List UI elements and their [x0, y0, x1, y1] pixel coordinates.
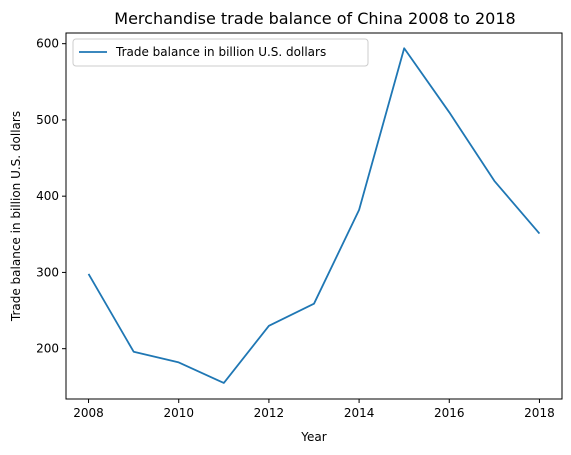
x-tick-label: 2008 — [73, 406, 104, 420]
x-axis-label: Year — [300, 430, 326, 444]
y-axis-label: Trade balance in billion U.S. dollars — [9, 111, 23, 322]
legend-label: Trade balance in billion U.S. dollars — [115, 45, 326, 59]
x-tick-label: 2014 — [344, 406, 375, 420]
y-tick-label: 400 — [36, 189, 59, 203]
series-layer — [87, 47, 541, 384]
series-line-0 — [87, 47, 541, 384]
chart-title: Merchandise trade balance of China 2008 … — [114, 9, 515, 28]
x-tick-label: 2016 — [434, 406, 465, 420]
y-tick-label: 300 — [36, 265, 59, 279]
x-tick-label: 2012 — [254, 406, 285, 420]
plot-area-frame — [65, 32, 563, 400]
x-axis-ticks: 2008 2010 2012 2014 2016 2018 — [73, 399, 555, 420]
legend: Trade balance in billion U.S. dollars — [72, 38, 369, 67]
legend-frame — [72, 38, 369, 67]
y-tick-label: 600 — [36, 37, 59, 51]
x-tick-label: 2018 — [524, 406, 555, 420]
y-tick-label: 500 — [36, 113, 59, 127]
y-axis-ticks: 200 300 400 500 600 — [36, 37, 66, 356]
x-tick-label: 2010 — [163, 406, 194, 420]
y-tick-label: 200 — [36, 342, 59, 356]
